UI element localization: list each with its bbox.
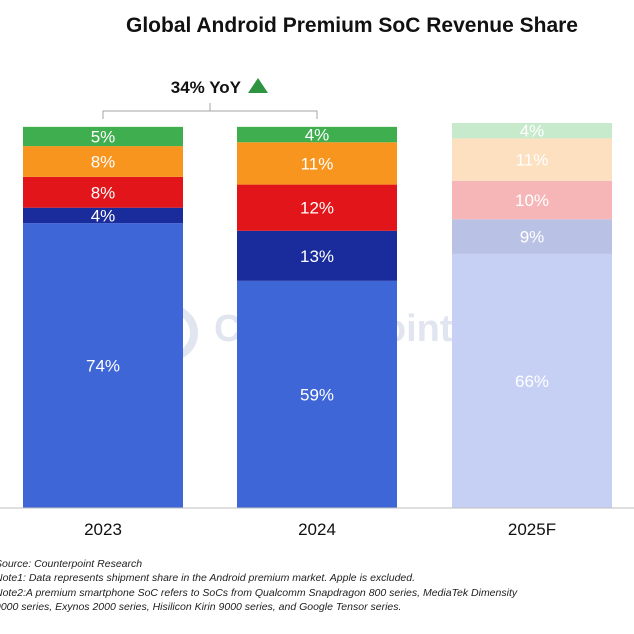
segment-value-label: 66% <box>515 372 549 391</box>
segment-value-label: 8% <box>91 153 116 172</box>
bar-segment <box>452 138 612 181</box>
segment-value-label: 9% <box>520 228 545 247</box>
segment-value-label: 4% <box>520 122 545 141</box>
bar-segment <box>237 142 397 185</box>
segment-value-label: 59% <box>300 385 334 404</box>
chart-notes: Source: Counterpoint Research Note1: Dat… <box>0 557 634 615</box>
segment-value-label: 11% <box>516 151 549 170</box>
x-tick-label: 2023 <box>84 520 122 539</box>
segment-value-label: 10% <box>515 191 549 210</box>
yoy-label: 34% YoY <box>171 78 242 97</box>
source-note: Source: Counterpoint Research <box>0 558 143 570</box>
bar-segment <box>23 223 183 508</box>
bar-segment <box>23 146 183 177</box>
bar-segment <box>237 230 397 281</box>
bar-segment <box>452 253 612 508</box>
bar-segment <box>237 280 397 508</box>
bars-group <box>23 123 612 508</box>
x-tick-label: 2024 <box>298 520 336 539</box>
bar-segment <box>237 126 397 143</box>
x-tick-labels-group: 2023 2024 2025F <box>84 520 556 539</box>
note-2-continued: 9000 series, Exynos 2000 series, Hisilic… <box>0 601 402 614</box>
segment-value-label: 74% <box>86 357 120 376</box>
segment-labels-group: 74% 4% 8% 8% 5% 59% 13% 12% 11% 4% 66% 9% 10% 11% 4% <box>86 122 549 405</box>
segment-value-label: 12% <box>300 199 334 218</box>
segment-value-label: 8% <box>91 183 116 202</box>
segment-value-label: 4% <box>91 206 116 225</box>
bar-segment <box>452 219 612 254</box>
segment-value-label: 11% <box>301 154 334 173</box>
segment-value-label: 4% <box>305 126 330 145</box>
bar-segment <box>23 126 183 147</box>
bar-segment <box>23 207 183 224</box>
bar-segment <box>452 180 612 220</box>
bar-segment <box>452 123 612 139</box>
chart-title: Global Android Premium SoC Revenue Share <box>126 14 578 37</box>
yoy-bracket <box>102 103 318 119</box>
bar-segment <box>237 184 397 231</box>
note-1: Note1: Data represents shipment share in… <box>0 572 416 585</box>
bar-segment <box>23 176 183 208</box>
up-triangle-icon <box>248 78 268 93</box>
segment-value-label: 13% <box>300 247 334 266</box>
note-2: Note2:A premium smartphone SoC refers to… <box>0 586 518 599</box>
yoy-annotation: 34% YoY <box>102 78 318 119</box>
segment-value-label: 5% <box>91 127 116 146</box>
x-tick-label: 2025F <box>508 520 556 539</box>
